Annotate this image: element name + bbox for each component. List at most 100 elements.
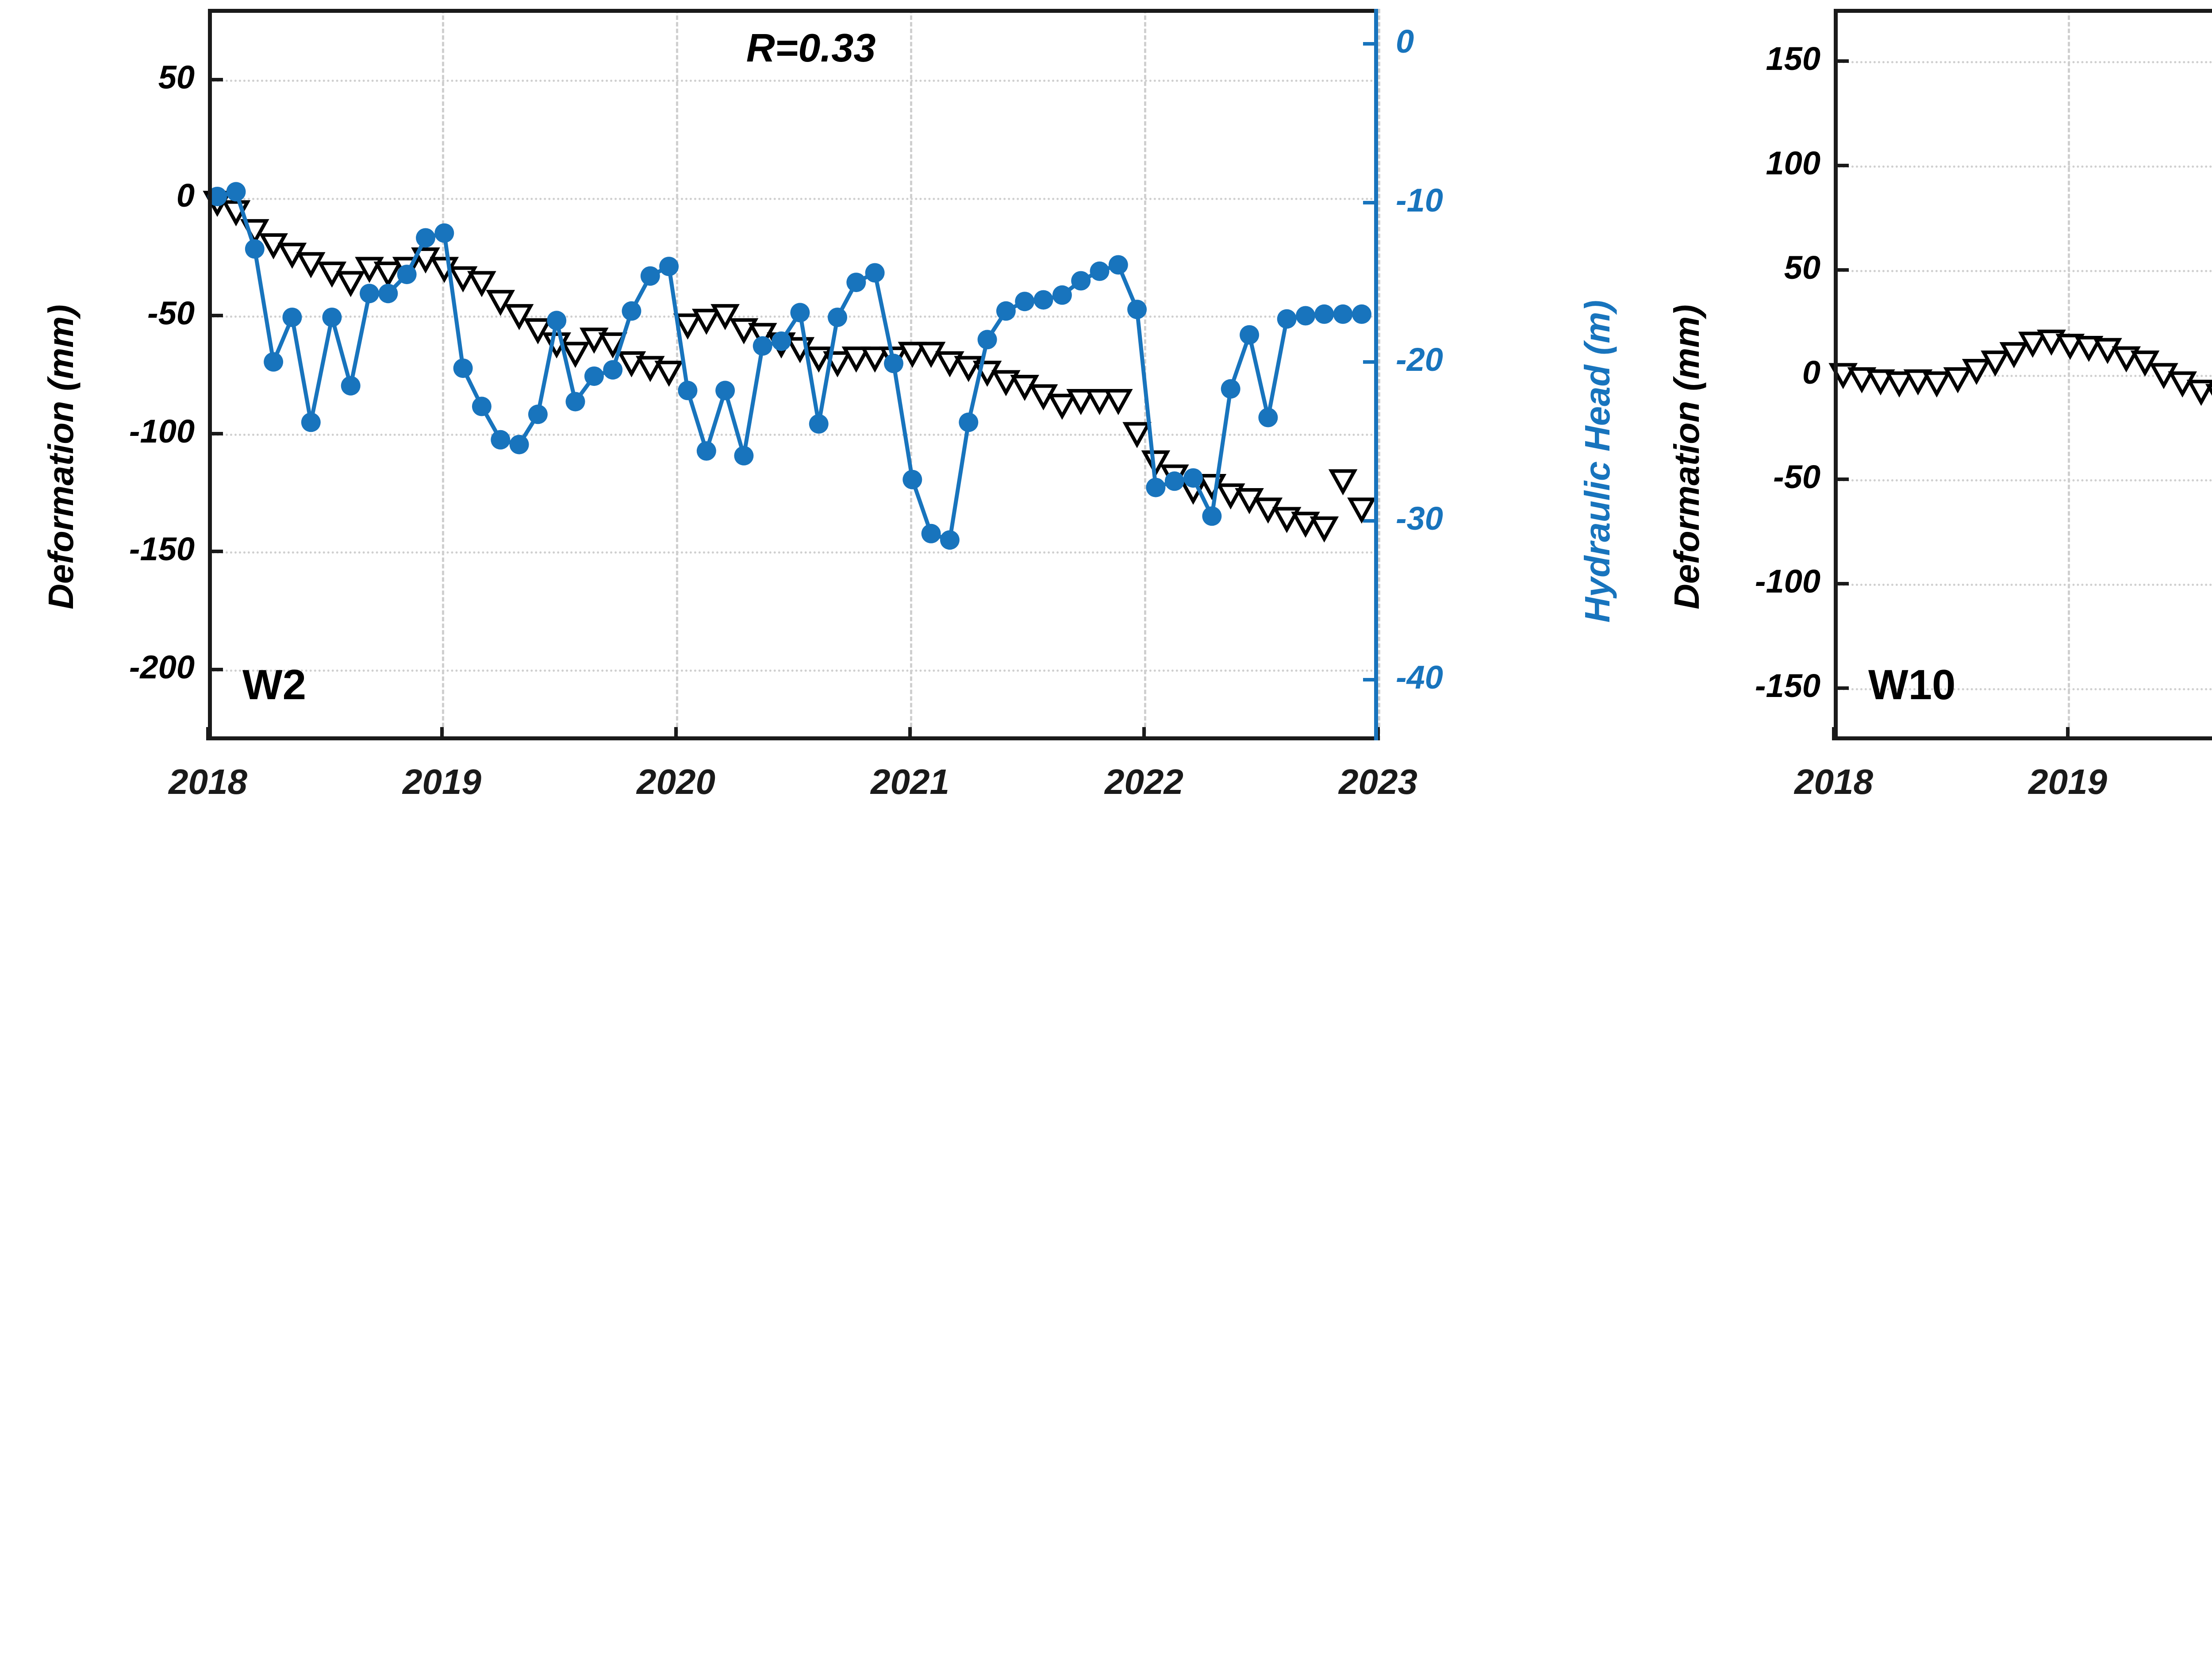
gridline-horizontal	[208, 79, 1378, 82]
y-axis-tick-label-left: 50	[1784, 249, 1820, 286]
hydraulic-head-marker	[678, 381, 698, 400]
gridline-horizontal	[208, 197, 1378, 200]
hydraulic-head-marker	[226, 182, 246, 202]
hydraulic-head-marker	[341, 376, 361, 396]
series-layer	[203, 182, 1376, 550]
y-tick-left	[208, 668, 223, 672]
surface-deformation-marker	[1328, 469, 1358, 496]
hydraulic-head-marker	[1352, 304, 1371, 324]
hydraulic-head-marker	[1127, 300, 1147, 320]
surface-deformation-marker	[523, 318, 553, 345]
hydraulic-head-marker	[809, 414, 829, 434]
x-axis-tick-label: 2023	[1339, 762, 1417, 801]
hydraulic-head-marker	[547, 311, 567, 331]
y-tick-right	[1363, 360, 1378, 364]
hydraulic-head-marker	[753, 336, 772, 356]
y-tick-right	[1363, 201, 1378, 205]
surface-deformation-marker	[841, 346, 871, 373]
y-tick-left	[1834, 581, 1849, 585]
y-tick-right	[1363, 678, 1378, 682]
hydraulic-head-marker	[322, 308, 342, 327]
hydraulic-head-marker	[846, 273, 866, 293]
hydraulic-head-marker	[977, 330, 997, 350]
panel-W10: 201820192020202120222023150100500-50-100…	[1626, 0, 2212, 833]
y-axis-title-left: Deformation (mm)	[41, 304, 81, 609]
y-axis-title-right: Hydraulic Head (m)	[1578, 300, 1617, 623]
hydraulic-head-marker	[659, 257, 679, 277]
y-tick-left	[1834, 477, 1849, 481]
hydraulic-head-marker	[528, 404, 548, 424]
hydraulic-head-marker	[245, 239, 265, 259]
hydraulic-head-marker	[959, 412, 979, 432]
surface-deformation-marker	[710, 304, 740, 331]
hydraulic-head-marker	[434, 223, 454, 243]
surface-deformation-marker	[2168, 371, 2197, 398]
gridline-horizontal	[1834, 270, 2212, 273]
hydraulic-head-marker	[509, 435, 529, 454]
surface-deformation-marker	[673, 313, 703, 340]
y-tick-left	[1834, 59, 1849, 63]
hydraulic-head-marker	[453, 358, 473, 378]
hydraulic-head-marker	[565, 392, 585, 412]
surface-deformation-marker	[1122, 422, 1152, 448]
y-axis-tick-label-left: -200	[129, 649, 195, 686]
surface-deformation-marker	[1085, 389, 1114, 416]
y-axis-tick-label-left: 50	[158, 58, 195, 96]
gridline-vertical	[676, 9, 678, 740]
hydraulic-head-marker	[921, 524, 941, 543]
hydraulic-head-marker	[1202, 506, 1222, 526]
axis-top	[1834, 9, 2212, 13]
hydraulic-head-marker	[1146, 477, 1166, 497]
y-axis-tick-label-right: -40	[1396, 659, 1443, 696]
hydraulic-head-marker	[397, 265, 417, 285]
gridline-horizontal	[1834, 374, 2212, 377]
surface-deformation-marker	[1141, 450, 1171, 477]
y-axis-title-left: Deformation (mm)	[1667, 304, 1706, 609]
surface-deformation-marker	[467, 271, 496, 297]
x-axis-tick-label: 2018	[169, 762, 247, 801]
hydraulic-head-marker	[1052, 285, 1072, 305]
y-axis-tick-label-left: 0	[176, 177, 195, 214]
hydraulic-head-marker	[622, 301, 641, 321]
x-axis-tick-label: 2022	[1105, 762, 1183, 801]
surface-deformation-marker	[373, 262, 403, 288]
surface-deformation-marker	[561, 342, 590, 368]
y-axis-left	[208, 9, 212, 740]
hydraulic-head-marker	[1015, 292, 1035, 312]
surface-deformation-marker	[654, 361, 684, 387]
hydraulic-head-marker	[1033, 290, 1053, 310]
surface-deformation-marker	[598, 332, 627, 359]
gridline-horizontal	[1834, 688, 2212, 690]
hydraulic-head-marker	[696, 441, 716, 461]
hydraulic-head-marker	[902, 470, 922, 489]
hydraulic-head-marker	[734, 446, 754, 466]
x-axis-tick-label: 2019	[2028, 762, 2107, 801]
hydraulic-head-marker	[491, 430, 511, 450]
y-axis-tick-label-left: -50	[147, 295, 195, 332]
hydraulic-head-marker	[1314, 304, 1334, 324]
surface-deformation-marker	[1962, 358, 1991, 385]
y-axis-tick-label-right: -20	[1396, 341, 1443, 378]
hydraulic-head-marker	[940, 530, 960, 550]
y-tick-left	[208, 314, 223, 318]
hydraulic-head-marker	[640, 266, 660, 286]
surface-deformation-marker	[1066, 389, 1095, 416]
surface-deformation-marker	[2205, 384, 2212, 396]
hydraulic-head-marker	[1333, 304, 1353, 324]
hydraulic-head-marker	[1258, 408, 1278, 427]
hydraulic-head-marker	[472, 397, 492, 416]
gridline-horizontal	[208, 670, 1378, 672]
panel-W2: 2018 2019 2020 2021 2022 2023 50 0 -50 -100 -150 -2…	[0, 0, 1626, 833]
surface-deformation-marker	[1104, 389, 1133, 416]
surface-deformation-marker	[2149, 363, 2178, 389]
x-tick	[908, 727, 912, 740]
surface-deformation-marker	[296, 252, 326, 278]
surface-deformation-marker	[860, 346, 890, 373]
well-label: W10	[1868, 661, 1956, 708]
hydraulic-head-marker	[1071, 271, 1091, 291]
x-axis-tick-label: 2021	[871, 762, 949, 801]
y-tick-left	[1834, 686, 1849, 690]
hydraulic-head-marker	[1108, 255, 1128, 275]
